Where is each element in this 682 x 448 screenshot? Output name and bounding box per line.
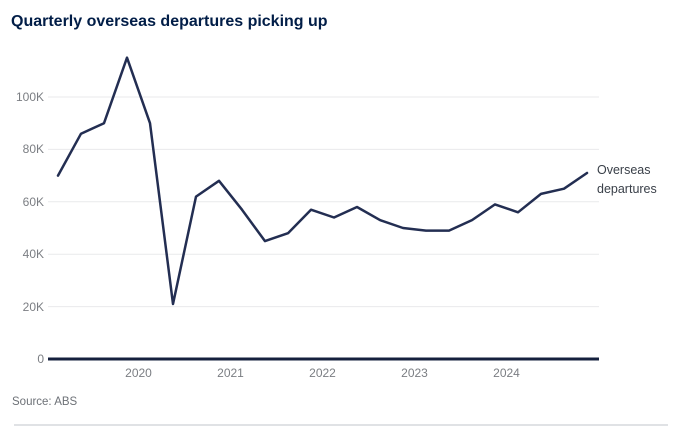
y-axis-tick-label: 80K — [22, 142, 44, 157]
footer-divider — [14, 424, 668, 426]
source-note: Source: ABS — [12, 396, 78, 408]
departures-line — [56, 56, 589, 306]
x-axis-tick-label: 2022 — [309, 366, 336, 380]
x-axis-tick-label: 2021 — [217, 366, 244, 380]
y-axis-tick-label: 100K — [15, 90, 44, 104]
y-axis-tick-label: 60K — [22, 194, 44, 209]
x-axis-tick-label: 2020 — [125, 366, 152, 380]
y-axis-tick-label: 20K — [22, 299, 44, 314]
chart-title: Quarterly overseas departures picking up — [11, 13, 328, 30]
x-axis-tick-label: 2023 — [401, 366, 428, 380]
series-annotation: Overseas departures — [597, 163, 657, 196]
y-axis-tick-label: 40K — [22, 247, 44, 262]
x-axis-tick-label: 2024 — [493, 366, 520, 380]
y-axis-tick-label: 0 — [37, 352, 44, 366]
